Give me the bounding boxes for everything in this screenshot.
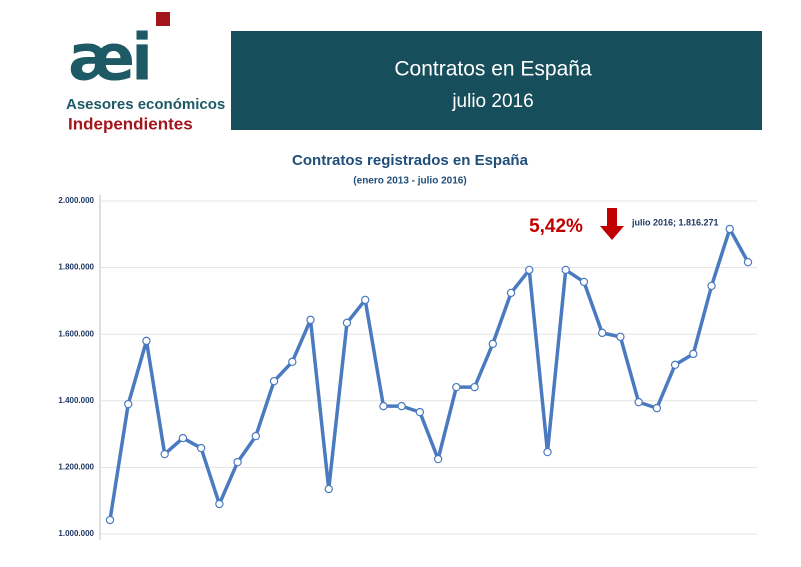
point-marker bbox=[397, 401, 406, 411]
chart-subtitle: (enero 2013 - julio 2016) bbox=[353, 176, 466, 187]
logo-dot bbox=[156, 12, 170, 26]
point-marker bbox=[124, 399, 133, 409]
y-tick-label: 2.000.000 bbox=[58, 196, 94, 205]
y-tick-label: 1.000.000 bbox=[58, 529, 94, 538]
point-marker bbox=[251, 431, 261, 441]
point-marker bbox=[707, 281, 716, 291]
chart-title: Contratos registrados en España bbox=[292, 152, 529, 169]
point-marker bbox=[488, 339, 497, 349]
point-marker bbox=[269, 376, 279, 386]
point-marker bbox=[452, 382, 461, 392]
point-marker bbox=[433, 454, 443, 464]
point-marker bbox=[670, 360, 680, 370]
point-marker bbox=[634, 397, 643, 407]
point-marker bbox=[579, 277, 589, 287]
y-tick-label: 1.600.000 bbox=[58, 329, 94, 338]
point-marker bbox=[196, 443, 206, 453]
y-tick-label: 1.800.000 bbox=[58, 263, 94, 272]
point-marker bbox=[470, 382, 479, 392]
header-subtitle: julio 2016 bbox=[451, 91, 533, 112]
point-marker bbox=[543, 447, 552, 457]
point-marker bbox=[142, 336, 151, 346]
change-annotation: 5,42% bbox=[529, 216, 583, 237]
logo-line2: Independientes bbox=[68, 114, 193, 133]
point-marker bbox=[689, 349, 698, 359]
point-marker bbox=[652, 403, 662, 413]
logo-mark: æi bbox=[68, 22, 149, 96]
point-marker bbox=[306, 315, 315, 325]
point-marker bbox=[105, 515, 115, 525]
point-marker bbox=[415, 407, 425, 417]
down-arrow bbox=[600, 208, 624, 240]
plot: 1.000.000 1.200.000 1.400.000 1.600.000 1.80… bbox=[58, 196, 757, 538]
point-marker bbox=[525, 265, 534, 275]
point-marker bbox=[288, 357, 297, 367]
point-marker bbox=[342, 318, 352, 328]
point-marker bbox=[379, 401, 388, 411]
point-marker bbox=[324, 484, 333, 494]
point-marker bbox=[597, 328, 607, 338]
y-tick-label: 1.400.000 bbox=[58, 396, 94, 405]
point-marker bbox=[743, 257, 753, 267]
point-marker bbox=[725, 224, 734, 234]
header-box bbox=[231, 31, 762, 130]
point-marker bbox=[215, 499, 224, 509]
point-marker bbox=[616, 332, 625, 342]
point-marker bbox=[561, 265, 570, 275]
y-tick-label: 1.200.000 bbox=[58, 463, 94, 472]
logo-line1: Asesores económicos bbox=[66, 96, 225, 113]
point-marker bbox=[361, 295, 370, 305]
point-marker bbox=[160, 449, 169, 459]
header-title: Contratos en España bbox=[394, 58, 592, 81]
point-marker bbox=[506, 288, 516, 298]
point-marker bbox=[233, 457, 242, 467]
point-marker bbox=[178, 433, 188, 443]
last-value-annotation: julio 2016; 1.816.271 bbox=[631, 217, 719, 227]
